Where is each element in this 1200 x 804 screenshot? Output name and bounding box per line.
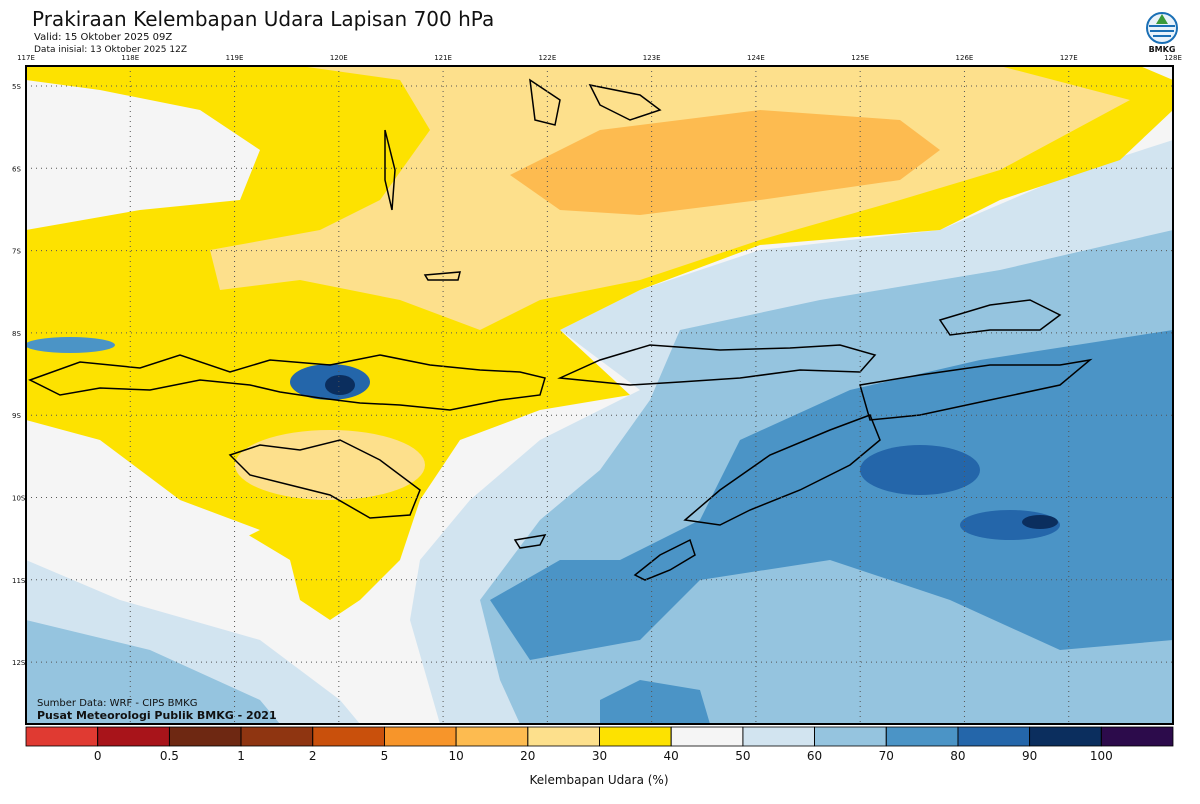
lat-label: 10S bbox=[12, 495, 26, 503]
colorbar-tick-label: 50 bbox=[735, 749, 750, 763]
credit: Pusat Meteorologi Publik BMKG - 2021 bbox=[37, 709, 277, 722]
field-70-80 bbox=[26, 230, 1173, 724]
colorbar-tick-label: 100 bbox=[1090, 749, 1113, 763]
lon-label: 124E bbox=[747, 54, 765, 62]
lat-label: 12S bbox=[12, 659, 26, 667]
colorbar-segment bbox=[599, 726, 672, 747]
colorbar-tick-label: 80 bbox=[950, 749, 965, 763]
colorbar-segment bbox=[25, 726, 99, 747]
colorbar-segment bbox=[814, 726, 887, 747]
colorbar-segment bbox=[527, 726, 600, 747]
colorbar-segment bbox=[240, 726, 314, 747]
credit: Sumber Data: WRF - CIPS BMKG bbox=[37, 698, 197, 709]
colorbar-segment bbox=[384, 726, 457, 747]
island bbox=[228, 439, 421, 519]
humidity-field bbox=[26, 66, 1173, 724]
colorbar-tick-label: 30 bbox=[592, 749, 607, 763]
colorbar-segment bbox=[168, 726, 242, 747]
colorbar-tick-label: 10 bbox=[448, 749, 463, 763]
title: Prakiraan Kelembapan Udara Lapisan 700 h… bbox=[32, 7, 494, 31]
field-100 bbox=[325, 375, 355, 395]
colorbar-segment bbox=[312, 726, 385, 747]
colorbar-label: Kelembapan Udara (%) bbox=[529, 773, 668, 787]
lat-label: 6S bbox=[12, 165, 21, 173]
colorbar-tick-label: 70 bbox=[879, 749, 894, 763]
initial-time: Data inisial: 13 Oktober 2025 12Z bbox=[34, 45, 187, 55]
field-100 bbox=[1022, 515, 1058, 529]
colorbar: 0 0.5 1 2 5 10 20 30 40 50 60 70 80 90 100 bbox=[25, 726, 1174, 763]
island bbox=[633, 538, 696, 581]
logo-text: BMKG bbox=[1149, 45, 1176, 54]
colorbar-segment bbox=[1029, 726, 1102, 747]
colorbar-segment bbox=[97, 726, 170, 747]
lon-label: 120E bbox=[330, 54, 348, 62]
lon-label: 122E bbox=[538, 54, 556, 62]
lon-label: 121E bbox=[434, 54, 452, 62]
field-90-100 bbox=[860, 445, 980, 495]
lon-label: 125E bbox=[851, 54, 869, 62]
lat-label: 9S bbox=[12, 412, 21, 420]
logo-leaf bbox=[1156, 14, 1168, 24]
graticule: 117E 118E 119E 120E 121E 122E 123E 124E 125E 126E… bbox=[12, 54, 1182, 724]
lon-label: 119E bbox=[226, 54, 244, 62]
colorbar-tick-label: 0.5 bbox=[160, 749, 179, 763]
field-30-40-patch bbox=[235, 430, 425, 500]
colorbar-tick-label: 5 bbox=[381, 749, 389, 763]
logo: BMKG bbox=[1146, 12, 1178, 54]
colorbar-segment bbox=[1100, 726, 1174, 747]
field-50-60-patch bbox=[26, 80, 260, 560]
island bbox=[557, 344, 877, 386]
map-frame bbox=[25, 65, 1174, 725]
lat-label: 5S bbox=[12, 83, 21, 91]
lon-label: 126E bbox=[956, 54, 974, 62]
field-20-30 bbox=[510, 110, 940, 215]
lat-label: 7S bbox=[12, 248, 21, 256]
lon-label: 118E bbox=[121, 54, 139, 62]
logo-waves bbox=[1149, 25, 1175, 37]
colorbar-tick-label: 60 bbox=[807, 749, 822, 763]
valid-time: Valid: 15 Oktober 2025 09Z bbox=[34, 32, 172, 43]
colorbar-tick-label: 20 bbox=[520, 749, 535, 763]
field-80-90-patch bbox=[26, 337, 115, 353]
colorbar-tick-label: 2 bbox=[309, 749, 317, 763]
lon-label: 128E bbox=[1164, 54, 1182, 62]
island bbox=[683, 414, 881, 526]
lon-label: 123E bbox=[643, 54, 661, 62]
lat-label: 11S bbox=[12, 577, 26, 585]
colorbar-tick-label: 0 bbox=[94, 749, 102, 763]
island bbox=[938, 299, 1062, 336]
colorbar-segment bbox=[455, 726, 529, 747]
island bbox=[28, 354, 546, 411]
field-80-90 bbox=[490, 330, 1173, 724]
colorbar-tick-label: 1 bbox=[237, 749, 245, 763]
lat-label: 8S bbox=[12, 330, 21, 338]
colorbar-segment bbox=[885, 726, 959, 747]
colorbar-segment bbox=[742, 726, 815, 747]
colorbar-tick-label: 90 bbox=[1022, 749, 1037, 763]
lon-label: 117E bbox=[17, 54, 35, 62]
colorbar-tick-label: 40 bbox=[664, 749, 679, 763]
island bbox=[384, 78, 662, 549]
island bbox=[859, 358, 1093, 421]
colorbar-segment bbox=[957, 726, 1031, 747]
lon-label: 127E bbox=[1060, 54, 1078, 62]
colorbar-segment bbox=[670, 726, 744, 747]
coastlines bbox=[28, 78, 1093, 581]
